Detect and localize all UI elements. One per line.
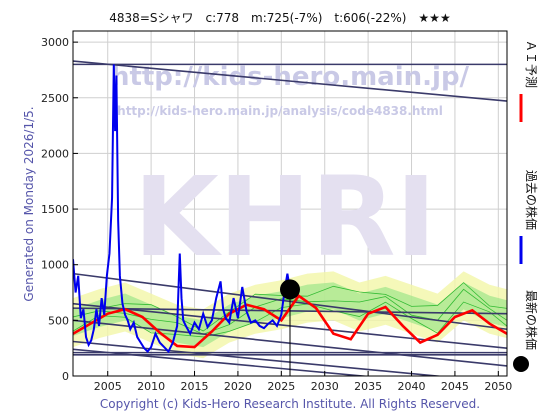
forecast-band-line [73,301,507,338]
x-tick-label: 2035 [354,380,382,393]
y-tick-label: 1500 [41,203,69,216]
legend-item: ＡＩ予測 [519,40,538,122]
x-tick-label: 2045 [441,380,469,393]
watermarks: http://kids-hero.main.jp/ http://kids-he… [111,62,470,281]
y-axis: 0 500 1000 1500 2000 2500 3000 [41,36,78,383]
watermark-khri: KHRI [134,153,437,281]
x-tick-label: 2025 [267,380,295,393]
legend-item: 過去の株価 [519,170,539,264]
y-tick-label: 3000 [41,36,69,49]
x-tick-label: 2020 [224,380,252,393]
copyright-footer: Copyright (c) Kids-Hero Research Institu… [100,397,480,411]
latest-point [280,279,300,300]
generated-date-label: Generated on Monday 2026/1/5. [22,106,36,301]
x-tick-label: 2010 [137,380,165,393]
y-tick-label: 2500 [41,92,69,105]
y-tick-label: 500 [48,314,69,327]
latest-marker [280,279,300,376]
trend-line [73,60,507,102]
legend-label: 最新の株価 [524,290,539,350]
plot-frame [72,30,508,377]
x-axis: 2005 2010 2015 2020 2025 2030 2035 2040 2045 2050 [94,371,512,393]
chart-title: 4838=Sシャワ c:778 m:725(-7%) t:606(-22%) ★… [109,11,450,25]
y-tick-label: 0 [62,370,69,383]
legend-swatch [513,356,529,372]
legend-label: ＡＩ予測 [524,40,538,88]
y-tick-label: 1000 [41,259,69,272]
x-tick-label: 2005 [94,380,122,393]
series-line [73,64,291,354]
x-tick-label: 2030 [311,380,339,393]
x-tick-label: 2050 [484,380,512,393]
watermark-analysis-url: http://kids-hero.main.jp/analysis/code48… [117,104,443,118]
y-tick-label: 2000 [41,147,69,160]
x-tick-label: 2015 [181,380,209,393]
legend-item: 最新の株価 [513,290,539,372]
watermark-url: http://kids-hero.main.jp/ [111,62,470,92]
x-tick-label: 2040 [398,380,426,393]
legend-label: 過去の株価 [524,170,539,230]
